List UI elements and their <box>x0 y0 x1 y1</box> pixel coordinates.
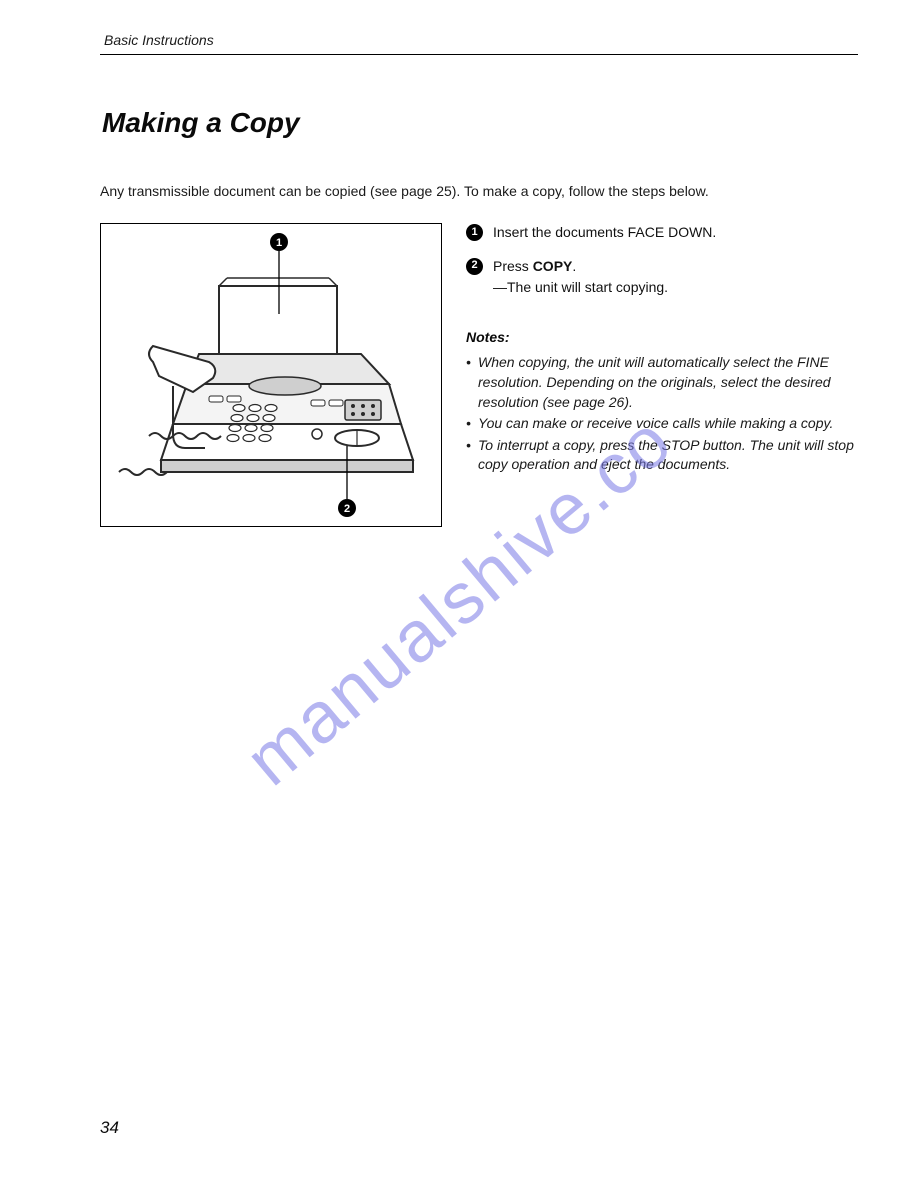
device-figure: 1 2 <box>100 223 442 527</box>
step-1: 1 Insert the documents FACE DOWN. <box>466 223 858 243</box>
note-item: You can make or receive voice calls whil… <box>466 414 858 434</box>
header-divider <box>100 54 858 55</box>
step-2-bold: COPY <box>533 258 573 274</box>
step-text: Insert the documents FACE DOWN. <box>493 223 858 243</box>
svg-text:2: 2 <box>344 503 350 515</box>
intro-text: Any transmissible document can be copied… <box>100 183 858 199</box>
notes-heading: Notes: <box>466 328 858 348</box>
instructions-column: 1 Insert the documents FACE DOWN. 2 Pres… <box>466 223 858 477</box>
step-2-post: . <box>572 258 576 274</box>
note-item: When copying, the unit will automaticall… <box>466 353 858 412</box>
step-number-icon: 2 <box>466 258 483 275</box>
notes-list: When copying, the unit will automaticall… <box>466 353 858 475</box>
step-2-pre: Press <box>493 258 533 274</box>
step-text: Press COPY. —The unit will start copying… <box>493 257 858 298</box>
step-1-text: Insert the documents FACE DOWN. <box>493 224 716 240</box>
page-number: 34 <box>100 1118 119 1138</box>
section-header: Basic Instructions <box>100 32 858 48</box>
svg-text:1: 1 <box>276 237 282 249</box>
step-2: 2 Press COPY. —The unit will start copyi… <box>466 257 858 298</box>
page-title: Making a Copy <box>102 107 858 139</box>
content-row: 1 2 1 Insert the documents FACE DOWN. 2 … <box>100 223 858 527</box>
step-number-icon: 1 <box>466 224 483 241</box>
note-item: To interrupt a copy, press the STOP butt… <box>466 436 858 475</box>
step-2-sub: —The unit will start copying. <box>493 278 858 298</box>
